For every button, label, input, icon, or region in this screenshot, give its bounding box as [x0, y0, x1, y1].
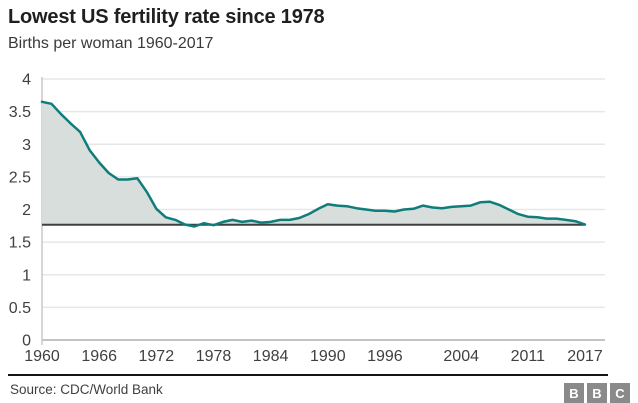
chart-subtitle: Births per woman 1960-2017 [8, 35, 214, 52]
x-tick-label: 2011 [511, 348, 546, 365]
y-tick-label: 1.5 [9, 235, 31, 252]
y-tick-label: 1 [22, 267, 31, 284]
y-tick-label: 2.5 [9, 169, 31, 186]
footer-divider [8, 374, 608, 376]
bbc-logo-block-b1: B [564, 383, 584, 403]
y-tick-label: 4 [22, 72, 31, 89]
y-tick-label: 0 [22, 333, 31, 350]
series-line [40, 100, 587, 228]
y-tick-label: 3.5 [9, 104, 31, 121]
area-fill [42, 101, 585, 227]
x-tick-label: 1984 [253, 348, 289, 365]
y-tick-label: 2 [22, 202, 31, 219]
bbc-logo-block-b2: B [587, 383, 607, 403]
x-tick-label: 1972 [139, 348, 175, 365]
y-tick-label: 3 [22, 137, 31, 154]
y-tick-label: 0.5 [9, 300, 31, 317]
bbc-logo-block-c: C [610, 383, 630, 403]
x-tick-label: 1990 [310, 348, 346, 365]
x-tick-label: 2017 [567, 348, 603, 365]
source-credit: Source: CDC/World Bank [10, 382, 163, 397]
x-tick-label: 1966 [81, 348, 117, 365]
page-title: Lowest US fertility rate since 1978 [8, 6, 325, 28]
x-tick-label: 1978 [196, 348, 232, 365]
x-tick-label: 1996 [367, 348, 403, 365]
bbc-logo: B B C [564, 383, 630, 403]
x-tick-label: 2004 [443, 348, 479, 365]
x-tick-label: 1960 [24, 348, 60, 365]
